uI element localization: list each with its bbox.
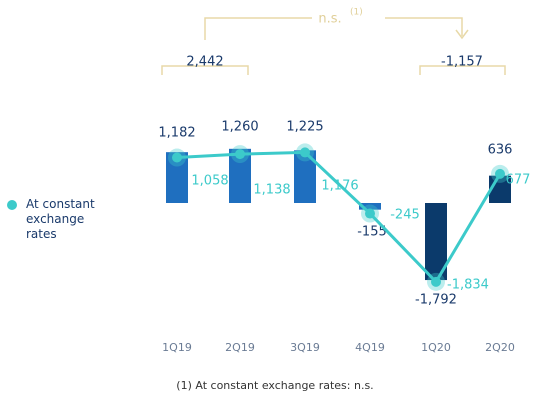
x-tick-label: 4Q19: [355, 341, 385, 354]
footnote: (1) At constant exchange rates: n.s.: [176, 379, 373, 392]
legend-marker: [7, 200, 17, 210]
annotation: -1,157: [441, 55, 483, 70]
line-value-label: 677: [506, 173, 531, 188]
point: [495, 168, 505, 179]
bar: [166, 152, 188, 203]
x-tick-label: 2Q20: [485, 341, 515, 354]
point: [235, 149, 245, 160]
line-value-label: -1,834: [447, 278, 489, 293]
line-value-label: 1,138: [253, 183, 290, 198]
bar: [294, 150, 316, 203]
bar-value-label: 1,260: [221, 120, 258, 135]
bar-value-label: -155: [357, 225, 387, 240]
bar-value-label: 1,182: [158, 126, 195, 141]
annotation: n.s.: [318, 12, 341, 27]
x-tick-label: 1Q20: [421, 341, 451, 354]
bar-value-label: 636: [488, 143, 513, 158]
line-value-label: 1,058: [191, 174, 228, 189]
bar-value-label: 1,225: [286, 120, 323, 135]
x-tick-label: 3Q19: [290, 341, 320, 354]
line-value-label: -245: [390, 208, 420, 223]
x-tick-label: 1Q19: [162, 341, 192, 354]
x-tick-label: 2Q19: [225, 341, 255, 354]
annotation-superscript: (1): [350, 8, 363, 18]
line: [176, 150, 502, 285]
bar: [425, 203, 447, 281]
point: [172, 152, 182, 163]
annotation: 2,442: [186, 55, 223, 70]
point: [431, 276, 441, 287]
bar-value-label: -1,792: [415, 293, 457, 308]
bar: [229, 148, 251, 203]
brackets: [161, 17, 506, 75]
line-value-label: 1,176: [321, 179, 358, 194]
bar: [359, 203, 381, 210]
legend-label: At constant exchange rates: [26, 197, 95, 241]
point: [300, 147, 310, 158]
point: [365, 208, 375, 219]
